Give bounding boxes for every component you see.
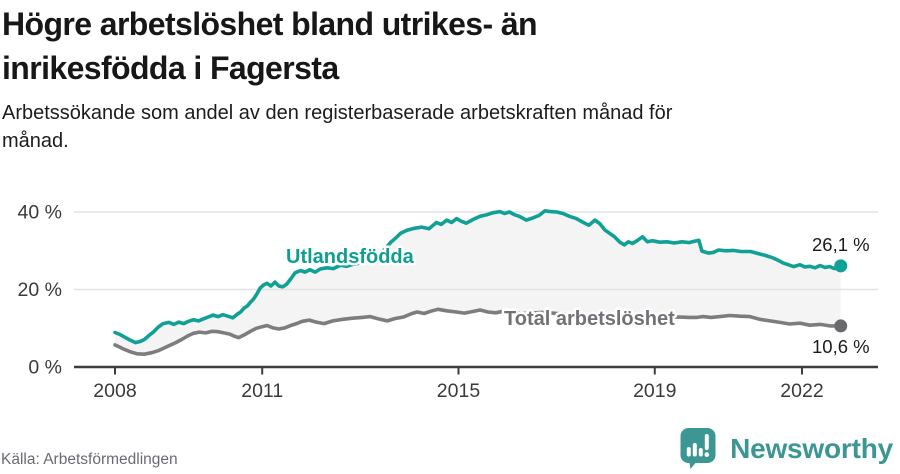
area-fill-between-lines [115,210,841,355]
x-tick-label-2015: 2015 [437,380,481,402]
x-tick-label-2019: 2019 [633,380,676,402]
series-end-dot-utlandsfodda [834,259,848,273]
x-tick-label-2008: 2008 [93,380,136,402]
y-tick-label-20: 20 % [18,279,62,301]
source-note: Källa: Arbetsförmedlingen [1,451,178,468]
x-tick-label-2022: 2022 [780,380,823,402]
bar-chart-exclamation-glyph [686,434,710,457]
series-label-total: Total arbetslöshet [504,308,675,330]
newsworthy-logo-icon [680,428,716,469]
newsworthy-logo: Newsworthy [680,428,893,469]
line-chart: 2008 2011 2015 2019 2022 0 % 20 % 40 % Utlandsfö… [18,202,878,402]
y-tick-label-0: 0 % [28,357,62,379]
series-end-dot-total [834,319,848,333]
chart-title: Högre arbetslöshet bland utrikes- än inr… [2,6,538,86]
series-label-utlandsfodda: Utlandsfödda [286,246,415,268]
chart-subtitle: Arbetssökande som andel av den registerb… [2,102,673,152]
x-tick-label-2011: 2011 [241,380,283,402]
end-value-label-utlandsfodda: 26,1 % [812,234,870,255]
end-value-label-total: 10,6 % [812,336,870,357]
y-tick-label-40: 40 % [18,202,62,224]
newsworthy-logo-text: Newsworthy [730,432,893,464]
series-line-utlandsfodda [113,208,843,345]
series-line-total [113,307,843,356]
